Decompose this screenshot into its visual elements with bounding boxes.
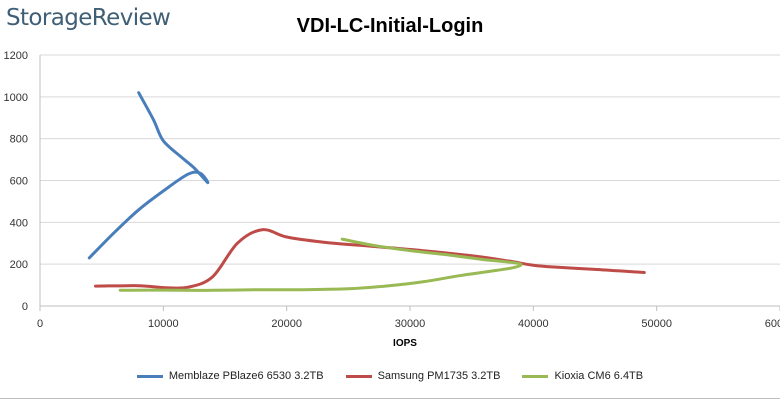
x-tick-label: 0: [37, 318, 43, 330]
y-tick-label: 600: [10, 176, 28, 188]
y-tick-label: 400: [10, 217, 28, 229]
legend-swatch: [136, 374, 163, 378]
axes: [39, 55, 780, 311]
x-tick-label: 50000: [641, 318, 672, 330]
x-tick-label: 60000: [765, 318, 780, 330]
series-line-1: [87, 91, 210, 260]
x-tick-label: 20000: [271, 318, 302, 330]
series-lines: [87, 91, 646, 292]
y-tick-label: 200: [10, 259, 28, 271]
x-tick-labels: 0 10000 20000 30000 40000 50000 60000: [37, 318, 780, 330]
divider: [0, 398, 780, 399]
legend-label: Kioxia CM6 6.4TB: [554, 370, 644, 382]
legend-item: Kioxia CM6 6.4TB: [522, 370, 643, 382]
y-tick-labels: 0 200 400 600 800 1000 1200: [4, 50, 28, 313]
chart-title: VDI-LC-Initial-Login: [296, 15, 484, 37]
y-tick-label: 1000: [4, 92, 28, 104]
x-tick-label: 30000: [395, 318, 426, 330]
y-tick-label: 1200: [4, 50, 28, 62]
legend-item: Samsung PM1735 3.2TB: [345, 370, 501, 382]
legend-swatch: [522, 374, 549, 378]
legend-label: Samsung PM1735 3.2TB: [377, 370, 501, 382]
legend-swatch: [345, 374, 372, 378]
x-tick-label: 40000: [518, 318, 549, 330]
series-line-3: [118, 237, 523, 292]
legend-label: Memblaze PBlaze6 6530 3.2TB: [168, 370, 324, 382]
y-tick-label: 0: [22, 301, 28, 313]
storagereview-logo: StorageReview: [6, 5, 171, 31]
x-tick-label: 10000: [148, 318, 179, 330]
legend: Memblaze PBlaze6 6530 3.2TB Samsung PM173…: [0, 370, 780, 382]
x-axis-label: IOPS: [393, 338, 417, 349]
series-line-2: [94, 228, 646, 290]
gridlines: [40, 54, 780, 265]
legend-item: Memblaze PBlaze6 6530 3.2TB: [136, 370, 324, 382]
y-tick-label: 800: [10, 134, 28, 146]
